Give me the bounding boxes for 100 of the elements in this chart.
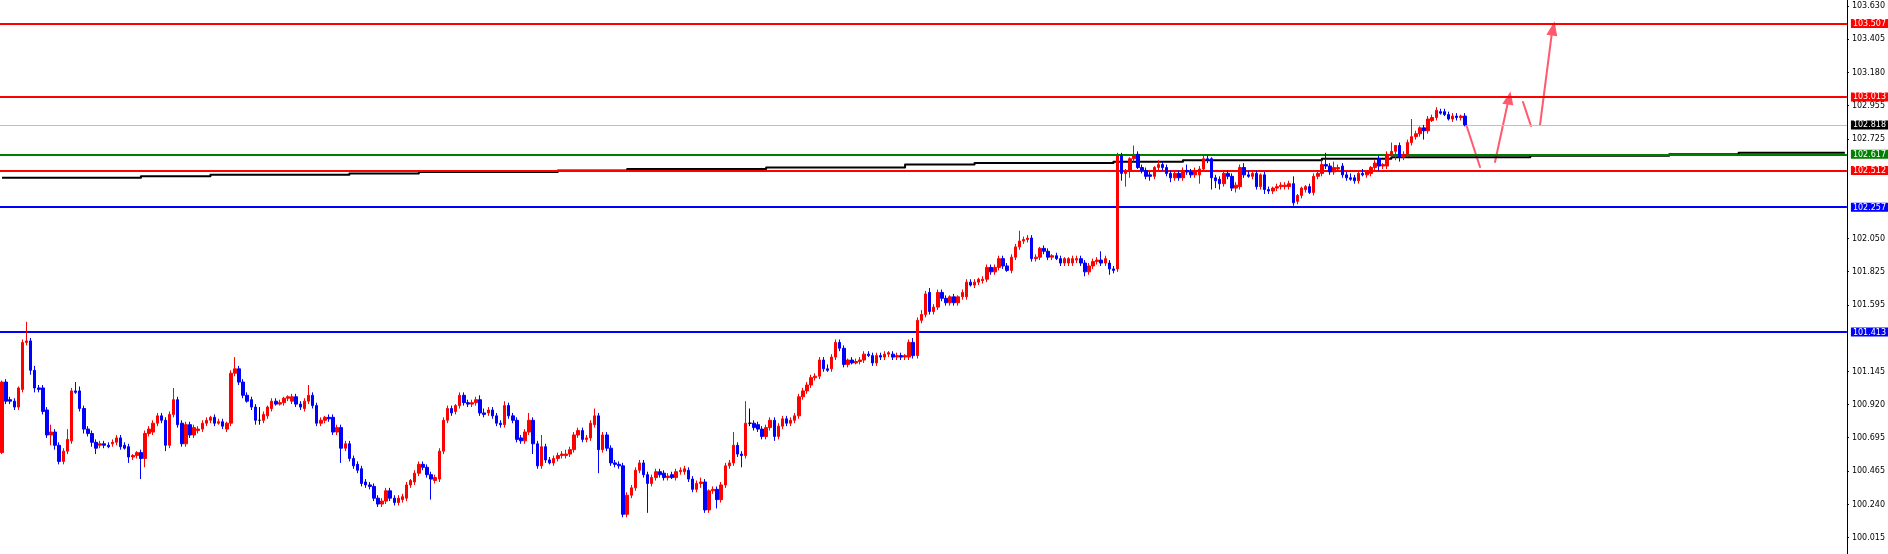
candlestick — [744, 400, 747, 459]
candlestick — [1083, 259, 1087, 277]
candlestick — [339, 424, 343, 464]
candlestick — [911, 337, 915, 360]
candlestick — [1026, 234, 1029, 243]
y-tick-label: 101.595 — [1851, 300, 1886, 310]
candlestick — [1263, 171, 1266, 195]
candlestick — [487, 406, 490, 417]
candlestick — [989, 264, 993, 276]
y-tick-label: 100.920 — [1851, 399, 1886, 409]
candlestick — [666, 472, 670, 482]
candlestick — [139, 449, 143, 480]
candlestick — [458, 391, 461, 410]
y-tick-label: 100.695 — [1851, 432, 1886, 442]
candlestick — [1148, 171, 1152, 182]
candlestick — [1455, 112, 1458, 121]
candlestick — [985, 264, 989, 283]
candlestick — [1426, 115, 1430, 135]
candlestick — [952, 293, 956, 307]
candlestick — [1038, 246, 1042, 261]
candlestick — [221, 418, 224, 430]
candlestick — [662, 469, 666, 482]
candlestick — [384, 487, 388, 505]
candlestick — [1459, 114, 1463, 121]
candlestick — [1443, 108, 1446, 117]
candlestick — [262, 410, 265, 424]
candlestick — [670, 471, 674, 480]
candlestick — [654, 468, 658, 482]
candlestick — [319, 416, 323, 427]
candlestick — [1230, 172, 1234, 192]
candlestick — [969, 278, 972, 288]
candlestick — [213, 413, 216, 427]
candlestick — [1394, 144, 1397, 161]
candlestick — [936, 288, 940, 311]
ref-line-label: 102.818 — [1852, 120, 1887, 130]
candlestick — [1189, 168, 1193, 179]
candlestick — [119, 434, 122, 451]
candlestick — [854, 358, 858, 365]
candlestick — [98, 440, 102, 449]
candlestick — [1447, 111, 1450, 121]
ref-line-label: 103.507 — [1852, 19, 1887, 29]
candlestick — [135, 450, 139, 459]
candlestick — [703, 478, 707, 514]
candlestick — [597, 412, 600, 474]
candlestick — [274, 397, 278, 407]
candlestick — [286, 394, 290, 402]
candlestick — [1398, 142, 1401, 163]
y-tick-label: 100.240 — [1851, 499, 1886, 509]
candlestick — [1271, 186, 1275, 195]
candlestick — [1169, 169, 1172, 183]
candlestick — [752, 419, 756, 432]
candlestick — [192, 424, 196, 439]
candlestick — [164, 416, 167, 452]
candlestick — [1283, 181, 1287, 191]
candlestick — [1418, 125, 1422, 138]
ref-line-label: 102.512 — [1852, 165, 1887, 175]
candlestick — [360, 465, 363, 487]
candlestick — [875, 352, 878, 367]
candlestick — [1120, 152, 1123, 182]
candlestick — [1439, 108, 1442, 116]
candlestick — [209, 415, 212, 424]
candlestick — [127, 443, 130, 464]
candlestick — [748, 408, 752, 427]
candlestick — [1255, 169, 1258, 191]
candlestick — [1422, 124, 1426, 141]
candlestick — [1463, 112, 1467, 127]
y-tick-label: 101.825 — [1851, 266, 1886, 276]
candlestick — [1075, 255, 1078, 264]
candlestick — [1210, 156, 1213, 191]
candlestick — [544, 443, 547, 464]
candlestick — [1353, 174, 1356, 185]
candlestick — [217, 418, 220, 426]
candlestick — [1050, 253, 1054, 261]
candlestick — [1242, 162, 1246, 179]
candlestick — [601, 431, 604, 454]
y-tick-label: 103.180 — [1851, 67, 1886, 77]
candlestick — [674, 468, 678, 482]
candlestick — [581, 427, 584, 443]
candlestick — [879, 352, 882, 361]
candlestick — [883, 350, 886, 361]
candlestick — [564, 449, 568, 459]
candlestick — [1144, 167, 1148, 180]
candlestick — [1104, 255, 1107, 267]
candlestick — [470, 399, 474, 408]
candlestick — [1001, 255, 1005, 270]
candlestick — [335, 424, 339, 436]
candlestick — [899, 352, 903, 361]
candlestick — [540, 434, 543, 470]
candlestick — [1177, 169, 1181, 182]
candlestick — [131, 453, 135, 461]
candlestick — [405, 481, 408, 502]
candlestick — [1341, 162, 1344, 179]
candlestick — [572, 431, 576, 454]
candlestick — [760, 425, 764, 440]
candlestick — [282, 396, 286, 407]
candlestick — [977, 277, 980, 286]
y-tick-label: 100.465 — [1851, 466, 1886, 476]
candlestick — [478, 394, 482, 417]
candlestick — [111, 438, 114, 448]
candlestick — [997, 255, 1001, 271]
